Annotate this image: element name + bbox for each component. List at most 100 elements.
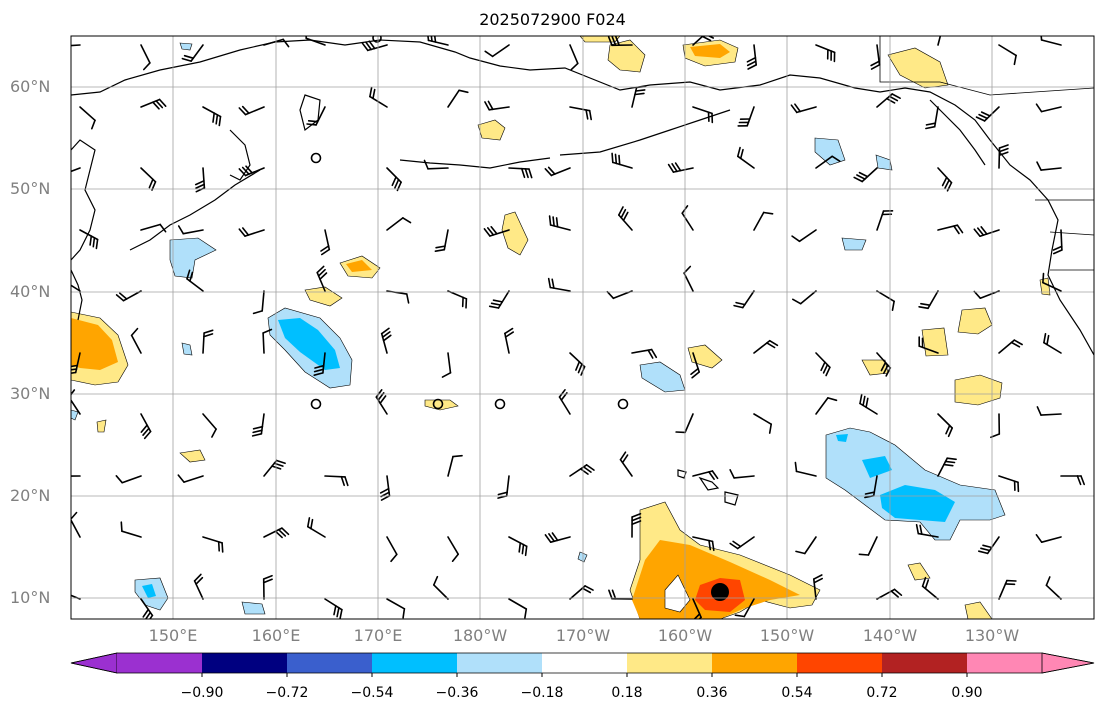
lat-label: 50°N <box>10 179 51 198</box>
lat-label: 40°N <box>10 282 51 301</box>
wind-barb-flag <box>762 211 774 215</box>
wind-barb-flag <box>620 208 627 219</box>
wind-barb-shaft <box>261 290 265 312</box>
wind-barb-flag <box>674 162 682 172</box>
wind-barb-flag <box>547 277 552 289</box>
wind-barb-flag <box>794 103 802 113</box>
wind-barb-flag <box>212 112 215 123</box>
wind-barb-flag <box>344 476 349 487</box>
wind-barb-shaft <box>447 89 460 108</box>
borders <box>879 36 1094 271</box>
wind-barb-flag <box>307 120 319 123</box>
wind-barb-flag <box>115 474 123 484</box>
wind-barb-shaft <box>1040 413 1062 416</box>
wind-barb-flag <box>733 304 744 309</box>
wind-barb-flag <box>812 574 823 580</box>
wind-barb-flag <box>698 616 702 619</box>
wind-barb-flag <box>790 104 798 114</box>
wind-barb-shaft <box>743 598 755 618</box>
wind-barb-shaft <box>432 584 449 600</box>
wind-barb-flag <box>195 183 205 189</box>
wind-barb-flag <box>736 146 741 158</box>
colorbar-bin <box>287 653 372 673</box>
wind-barb-flag <box>238 168 247 177</box>
wind-barb-flag <box>944 460 956 464</box>
wind-barb-flag <box>159 223 167 233</box>
wind-barb-flag <box>313 368 325 373</box>
wind-barb-flag <box>195 187 206 193</box>
wind-barb-flag <box>277 528 287 537</box>
wind-barb-flag <box>148 178 154 189</box>
wind-barb-shaft <box>1040 167 1062 171</box>
wind-barb-flag <box>558 388 566 398</box>
wind-barb-flag <box>488 305 500 309</box>
wind-barb-flag <box>891 300 895 312</box>
wind-barb-flag <box>274 530 283 539</box>
wind-barb-flag <box>766 342 776 349</box>
wind-barb-flag <box>617 206 624 216</box>
wind-barb-flag <box>452 454 463 458</box>
colorbar-bin <box>712 653 797 673</box>
colorbar-tick-label: 0.72 <box>866 685 898 701</box>
wind-barb-flag <box>1076 475 1082 486</box>
wind-barb-flag <box>390 553 398 563</box>
wind-barb-flag <box>711 540 715 552</box>
wind-barb-shaft <box>798 229 817 243</box>
wind-barb-flag <box>241 105 250 114</box>
wind-barb-flag <box>976 227 985 236</box>
wind-barb-shaft <box>386 536 398 556</box>
wind-barbs <box>59 28 1085 619</box>
wind-barb-flag <box>518 542 522 553</box>
wind-barb-flag <box>242 227 250 236</box>
wind-barb-flag <box>486 227 495 236</box>
wind-barb-flag <box>791 235 801 243</box>
wind-barb-flag <box>1010 341 1021 348</box>
wind-barb-flag <box>856 174 866 180</box>
wind-barb-flag <box>942 28 951 29</box>
wind-barb-shaft <box>753 211 765 231</box>
wind-barb-flag <box>820 361 826 372</box>
wind-barb-flag <box>708 471 715 481</box>
wind-barb-flag <box>831 155 841 162</box>
wind-barb-shaft <box>753 413 773 426</box>
wind-barb-flag <box>183 54 194 60</box>
wind-barb-flag <box>369 86 373 98</box>
wind-barb-flag <box>195 576 204 585</box>
wind-barb-flag <box>944 179 950 189</box>
wind-barb-flag <box>977 550 989 555</box>
wind-barb-flag <box>203 329 214 334</box>
wind-barb-flag <box>238 228 246 237</box>
wind-barb-flag <box>310 518 314 530</box>
wind-barb-flag <box>1080 475 1085 486</box>
wind-barb-flag <box>402 217 412 224</box>
wind-barb-flag <box>853 176 864 183</box>
wind-barb-shaft <box>1040 536 1062 544</box>
wind-barb-flag <box>947 427 954 438</box>
colorbar-bin <box>627 653 712 673</box>
wind-barb-flag <box>980 547 991 552</box>
wind-barb-flag <box>524 608 528 619</box>
wind-barb-flag <box>528 168 533 179</box>
wind-barb-flag <box>382 334 392 342</box>
wind-barb-flag <box>193 573 202 582</box>
wind-barb-flag <box>59 167 65 174</box>
wind-barb-flag <box>945 424 951 435</box>
wind-barb-flag <box>333 604 337 616</box>
wind-barb-flag <box>504 331 515 338</box>
wind-barb-flag <box>581 587 592 594</box>
calm-wind-markers <box>310 36 629 410</box>
wind-barb-flag <box>735 301 746 306</box>
wind-barb-shaft <box>386 290 408 295</box>
wind-barb-flag <box>339 608 343 619</box>
wind-barb-flag <box>577 363 583 374</box>
wind-barb-flag <box>142 608 150 618</box>
wind-barb-flag <box>943 463 954 467</box>
wind-barb-shaft <box>815 397 829 415</box>
wind-barb-shaft <box>427 167 449 170</box>
wind-barb-flag <box>361 42 369 52</box>
wind-barb-flag <box>375 389 383 398</box>
wind-barb-flag <box>946 457 957 461</box>
wind-barb-flag <box>306 517 311 528</box>
wind-barb-flag <box>998 147 1009 153</box>
